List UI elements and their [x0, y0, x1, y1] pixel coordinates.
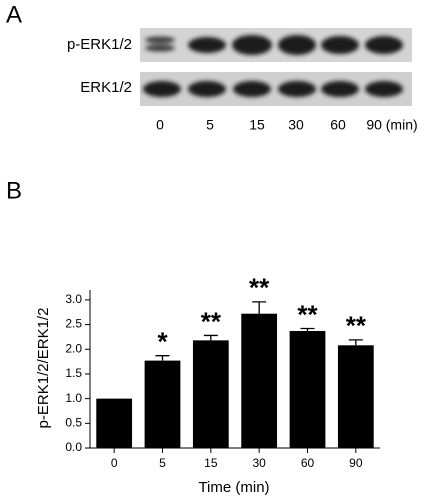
- panel-label: B: [6, 177, 22, 204]
- lane-label: 15: [249, 117, 265, 133]
- y-axis-label: p-ERK1/2/ERK1/2: [35, 308, 52, 429]
- x-tick-label: 90: [349, 456, 363, 470]
- bar: [337, 345, 374, 448]
- bar: [144, 360, 181, 448]
- lane-label: 5: [206, 117, 214, 133]
- y-tick-label: 1.0: [65, 391, 82, 405]
- significance-mark: **: [249, 273, 270, 303]
- y-tick-label: 2.5: [65, 317, 82, 331]
- x-tick-label: 5: [159, 456, 166, 470]
- lane-label: 0: [156, 117, 164, 133]
- row-label: p-ERK1/2: [67, 36, 132, 53]
- y-tick-label: 2.0: [65, 341, 82, 355]
- x-tick-label: 0: [111, 456, 118, 470]
- x-tick-label: 15: [204, 456, 218, 470]
- y-tick-label: 1.5: [65, 366, 82, 380]
- x-axis-label: Time (min): [198, 479, 269, 496]
- lane-label: 90 (min): [366, 117, 417, 133]
- row-label: ERK1/2: [80, 79, 132, 96]
- error-bar: [203, 334, 218, 341]
- x-tick-label: 30: [252, 456, 266, 470]
- error-bar: [155, 355, 170, 361]
- bar: [289, 330, 326, 448]
- y-tick-label: 0.0: [65, 440, 82, 454]
- significance-mark: **: [297, 299, 318, 329]
- panel-label: A: [6, 1, 22, 28]
- y-tick-label: 3.0: [65, 292, 82, 306]
- error-bar: [300, 327, 315, 331]
- bar: [192, 340, 229, 448]
- x-tick-label: 60: [301, 456, 315, 470]
- significance-mark: **: [346, 311, 367, 341]
- y-tick-label: 0.5: [65, 415, 82, 429]
- blot-bands: [143, 35, 403, 97]
- significance-mark: *: [157, 327, 168, 357]
- significance-mark: **: [201, 306, 222, 336]
- bar: [241, 313, 278, 448]
- lane-label: 60: [330, 117, 346, 133]
- bar: [96, 398, 133, 448]
- error-bar: [252, 301, 267, 314]
- error-bar: [348, 339, 363, 346]
- lane-label: 30: [288, 117, 304, 133]
